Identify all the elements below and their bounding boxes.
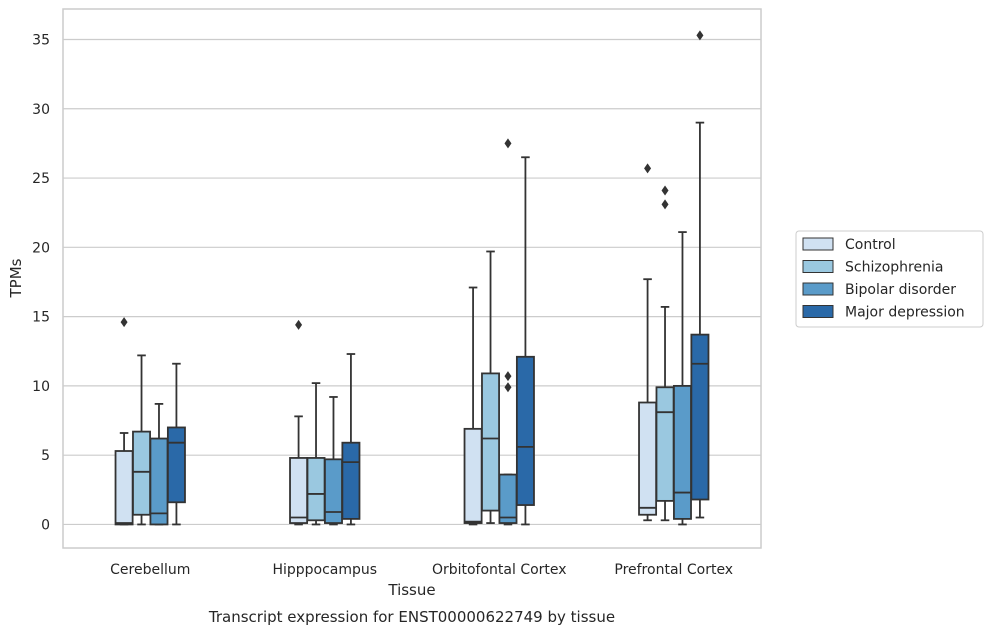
y-tick-label: 5 bbox=[41, 448, 50, 464]
box bbox=[149, 437, 169, 526]
outlier-marker bbox=[661, 199, 669, 210]
chart-caption: Transcript expression for ENST0000062274… bbox=[208, 608, 615, 626]
outlier-marker bbox=[696, 30, 704, 41]
y-tick-label: 20 bbox=[32, 240, 50, 256]
box-major-depression bbox=[515, 156, 535, 526]
box-major-depression bbox=[690, 30, 710, 519]
legend-swatch bbox=[802, 305, 834, 318]
box bbox=[481, 372, 500, 512]
legend-swatch bbox=[802, 237, 834, 251]
box-control bbox=[638, 163, 658, 522]
y-axis-label: TPMs bbox=[7, 258, 25, 298]
y-tick-label: 35 bbox=[32, 32, 50, 48]
x-axis-label: Tissue bbox=[387, 581, 435, 599]
outlier-marker bbox=[504, 138, 512, 149]
box bbox=[655, 386, 675, 502]
x-tick-label: Hipppocampus bbox=[272, 562, 377, 578]
outlier-marker bbox=[504, 382, 512, 393]
y-tick-label: 30 bbox=[32, 102, 50, 118]
legend-label: Control bbox=[845, 237, 896, 253]
box-schizophrenia bbox=[481, 250, 500, 524]
box bbox=[673, 384, 692, 520]
box-control bbox=[289, 319, 309, 526]
box bbox=[132, 430, 151, 516]
box-major-depression bbox=[341, 353, 361, 526]
y-axis-ticks: 0 5 10 15 20 25 30 35 bbox=[32, 32, 50, 533]
box-control bbox=[114, 317, 134, 526]
y-tick-label: 25 bbox=[32, 171, 50, 187]
outlier-marker bbox=[120, 317, 128, 328]
x-tick-label: Cerebellum bbox=[110, 562, 190, 578]
box bbox=[166, 426, 186, 504]
y-tick-label: 0 bbox=[41, 517, 50, 533]
box-major-depression bbox=[166, 362, 186, 526]
x-tick-label: Prefrontal Cortex bbox=[614, 562, 733, 578]
outlier-marker bbox=[661, 185, 669, 196]
legend-label: Bipolar disorder bbox=[845, 282, 956, 298]
box-schizophrenia bbox=[132, 354, 151, 526]
box-bipolar-disorder bbox=[498, 138, 518, 526]
box bbox=[324, 458, 343, 524]
outlier-marker bbox=[295, 319, 303, 330]
legend-label: Major depression bbox=[845, 305, 965, 321]
box bbox=[638, 401, 658, 516]
box bbox=[114, 450, 134, 526]
y-tick-label: 10 bbox=[32, 379, 50, 395]
box bbox=[306, 457, 326, 522]
legend-swatch bbox=[802, 260, 834, 273]
legend: Control Schizophrenia Bipolar disorder Majo… bbox=[795, 230, 984, 328]
box-bipolar-disorder bbox=[673, 231, 692, 526]
box-series bbox=[114, 30, 710, 526]
box bbox=[341, 441, 361, 520]
plot-area-frame bbox=[62, 8, 762, 549]
legend-frame bbox=[795, 230, 984, 328]
box bbox=[498, 473, 518, 524]
y-tick-label: 15 bbox=[32, 310, 50, 326]
box bbox=[463, 427, 483, 524]
legend-label: Schizophrenia bbox=[845, 260, 943, 276]
x-tick-label: Orbitofontal Cortex bbox=[432, 562, 567, 578]
outlier-marker bbox=[504, 371, 512, 382]
box bbox=[289, 457, 309, 524]
box-control bbox=[463, 286, 483, 526]
x-axis-ticks: Cerebellum Hipppocampus Orbitofontal Corte… bbox=[110, 562, 733, 578]
outlier-marker bbox=[644, 163, 652, 174]
box bbox=[515, 355, 535, 506]
legend-swatch bbox=[802, 282, 834, 296]
box bbox=[690, 333, 710, 501]
